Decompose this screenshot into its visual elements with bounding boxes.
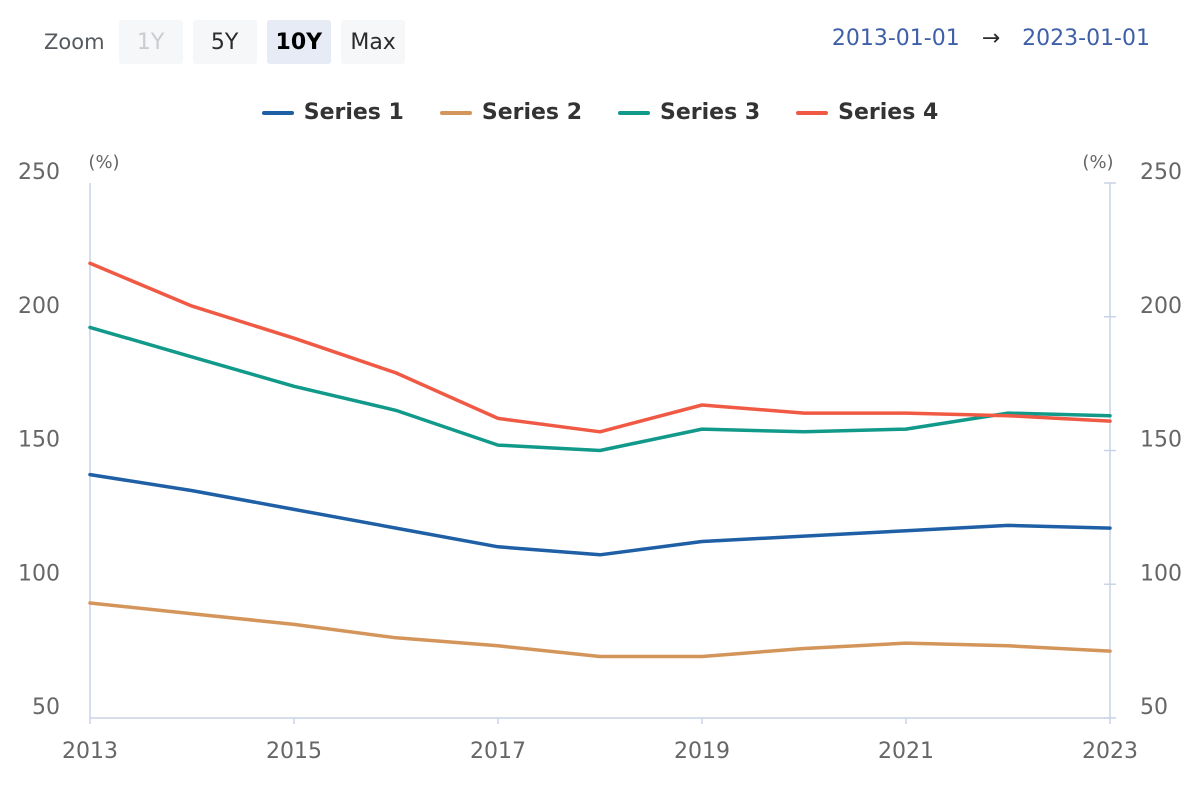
zoom-max-button[interactable]: Max xyxy=(341,20,406,64)
legend-label-series-4: Series 4 xyxy=(838,100,939,125)
legend-item-series-3[interactable]: Series 3 xyxy=(618,100,760,125)
x-tick-label: 2021 xyxy=(878,739,934,764)
zoom-10y-button[interactable]: 10Y xyxy=(266,20,332,64)
plot-series xyxy=(88,261,1112,659)
y-axis-left-unit: (%) xyxy=(88,152,119,173)
x-tick-label: 2023 xyxy=(1082,739,1138,764)
x-tick-label: 2019 xyxy=(674,739,730,764)
plot-axes xyxy=(89,182,1116,724)
legend-item-series-2[interactable]: Series 2 xyxy=(439,100,582,125)
legend-label-series-3: Series 3 xyxy=(660,100,761,125)
range-end-date[interactable]: 2023-01-01 xyxy=(1022,26,1150,51)
y-tick-label-left: 200 xyxy=(18,294,60,319)
y-tick-label-left: 250 xyxy=(18,160,60,185)
x-tick-label: 2015 xyxy=(266,739,322,764)
zoom-1y-button[interactable]: 1Y xyxy=(118,20,183,64)
date-range: 2013-01-01 → 2023-01-01 xyxy=(832,26,1150,51)
legend-item-series-1[interactable]: Series 1 xyxy=(261,100,404,125)
legend-item-series-4[interactable]: Series 4 xyxy=(796,100,938,125)
series-1-line[interactable] xyxy=(88,472,1112,557)
legend-swatch-series-2 xyxy=(439,110,472,115)
legend: Series 1 Series 2 Series 3 Series 4 xyxy=(0,100,1200,125)
tick-labels: 2013 2015 2017 2019 2021 2023 250 250 200 200 150 1… xyxy=(18,160,1182,764)
legend-swatch-series-4 xyxy=(796,110,829,115)
y-tick-label-left: 100 xyxy=(18,561,60,586)
x-tick-label: 2017 xyxy=(470,739,526,764)
legend-swatch-series-1 xyxy=(261,110,294,115)
series-4-line[interactable] xyxy=(88,261,1112,434)
y-tick-label-left: 150 xyxy=(18,428,60,453)
y-tick-label-right: 50 xyxy=(1140,695,1168,720)
legend-label-series-1: Series 1 xyxy=(303,100,404,125)
y-tick-label-right: 100 xyxy=(1140,561,1182,586)
legend-label-series-2: Series 2 xyxy=(481,100,582,125)
range-arrow-icon: → xyxy=(981,26,1001,51)
y-tick-label-right: 250 xyxy=(1140,160,1182,185)
zoom-bar: Zoom 1Y 5Y 10Y Max xyxy=(44,20,406,64)
range-start-date[interactable]: 2013-01-01 xyxy=(831,26,960,51)
y-tick-label-right: 200 xyxy=(1140,294,1182,319)
legend-swatch-series-3 xyxy=(618,110,650,115)
series-2-line[interactable] xyxy=(88,601,1112,659)
zoom-5y-button[interactable]: 5Y xyxy=(192,20,257,64)
y-tick-label-left: 50 xyxy=(32,695,60,720)
y-tick-label-right: 150 xyxy=(1140,428,1182,453)
y-axis-right-unit: (%) xyxy=(1082,152,1113,173)
series-3-line[interactable] xyxy=(88,325,1112,453)
x-tick-label: 2013 xyxy=(62,739,118,764)
zoom-label: Zoom xyxy=(44,30,105,54)
